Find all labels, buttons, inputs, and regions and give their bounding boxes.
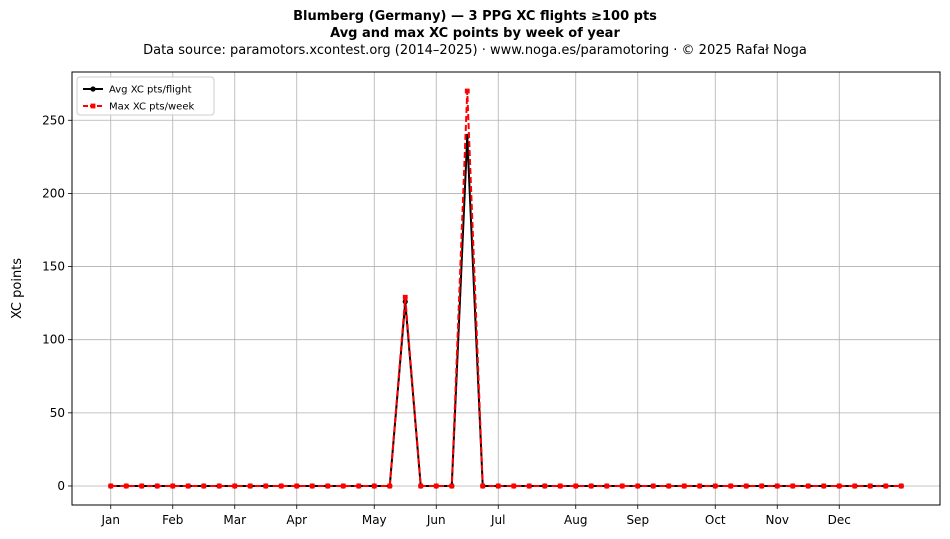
data-point xyxy=(697,483,703,489)
data-point xyxy=(712,483,718,489)
data-point xyxy=(371,483,377,489)
data-point xyxy=(464,88,470,94)
data-point xyxy=(449,483,455,489)
data-point xyxy=(495,483,501,489)
data-point xyxy=(867,483,873,489)
legend: Avg XC pts/flight Max XC pts/week xyxy=(76,76,215,116)
x-tick-label-mar: Mar xyxy=(223,513,246,527)
data-point xyxy=(542,483,548,489)
data-point xyxy=(418,483,424,489)
data-point xyxy=(774,483,780,489)
series-line xyxy=(110,90,902,487)
x-tick-label-jun: Jun xyxy=(426,513,446,527)
series-max xyxy=(108,88,904,489)
series-avg xyxy=(108,133,904,489)
grid-lines xyxy=(72,72,940,505)
data-point xyxy=(325,483,331,489)
data-point xyxy=(805,483,811,489)
y-axis-label: XC points xyxy=(10,258,25,319)
data-point xyxy=(821,483,827,489)
x-tick-label-jan: Jan xyxy=(101,513,121,527)
y-tick-label: 50 xyxy=(50,406,65,420)
data-point xyxy=(154,483,160,489)
legend-box xyxy=(76,76,215,116)
data-point xyxy=(898,483,904,489)
chart-title-block: Blumberg (Germany) — 3 PPG XC flights ≥1… xyxy=(0,8,950,59)
series-line xyxy=(110,135,902,487)
data-point xyxy=(526,483,532,489)
data-point xyxy=(247,483,253,489)
data-point xyxy=(728,483,734,489)
data-point xyxy=(650,483,656,489)
data-point xyxy=(201,483,207,489)
x-tick-label-dec: Dec xyxy=(828,513,851,527)
data-point xyxy=(309,483,315,489)
x-tick-label-jul: Jul xyxy=(490,513,505,527)
data-point xyxy=(573,483,579,489)
y-tick-label: 100 xyxy=(42,333,65,347)
data-point xyxy=(263,483,269,489)
x-axis: Jan Feb Mar Apr May Jun Jul Aug Sep Oct Nov Dec xyxy=(101,505,851,527)
y-tick-label: 250 xyxy=(42,113,65,127)
legend-label: Avg XC pts/flight xyxy=(109,85,192,96)
chart-subtitle: Avg and max XC points by week of year xyxy=(330,26,620,41)
y-tick-label: 0 xyxy=(57,479,65,493)
data-point xyxy=(635,483,641,489)
data-point xyxy=(123,483,129,489)
data-point xyxy=(278,483,284,489)
data-point xyxy=(480,483,486,489)
x-tick-label-oct: Oct xyxy=(705,513,726,527)
data-point xyxy=(836,483,842,489)
data-point xyxy=(294,483,300,489)
data-point xyxy=(666,483,672,489)
data-point xyxy=(433,483,439,489)
legend-item-max: Max XC pts/week xyxy=(83,102,194,113)
plot-frame xyxy=(71,71,941,506)
data-point xyxy=(681,483,687,489)
data-point xyxy=(340,483,346,489)
chart-title: Blumberg (Germany) — 3 PPG XC flights ≥1… xyxy=(293,9,657,24)
legend-label: Max XC pts/week xyxy=(109,102,194,113)
data-point xyxy=(216,483,222,489)
legend-swatch-marker xyxy=(90,86,96,92)
y-tick-label: 200 xyxy=(42,186,65,200)
data-point xyxy=(759,483,765,489)
chart-source-line: Data source: paramotors.xcontest.org (20… xyxy=(143,43,807,58)
series-layer xyxy=(108,88,904,489)
y-tick-label: 150 xyxy=(42,260,65,274)
data-point xyxy=(511,483,517,489)
data-point xyxy=(170,483,176,489)
x-tick-label-nov: Nov xyxy=(766,513,789,527)
data-point xyxy=(790,483,796,489)
data-point xyxy=(883,483,889,489)
data-point xyxy=(604,483,610,489)
data-point xyxy=(852,483,858,489)
x-tick-label-aug: Aug xyxy=(564,513,587,527)
x-tick-label-may: May xyxy=(362,513,387,527)
legend-item-avg: Avg XC pts/flight xyxy=(83,85,192,96)
data-point xyxy=(588,483,594,489)
data-point xyxy=(402,294,408,300)
data-point xyxy=(619,483,625,489)
legend-swatch-marker xyxy=(90,103,96,109)
data-point xyxy=(356,483,362,489)
data-point xyxy=(108,483,114,489)
data-point xyxy=(387,483,393,489)
data-point xyxy=(139,483,145,489)
data-point xyxy=(232,483,238,489)
y-axis: 0 50 100 150 200 250 xyxy=(42,113,72,493)
data-point xyxy=(557,483,563,489)
data-point xyxy=(185,483,191,489)
x-tick-label-apr: Apr xyxy=(286,513,307,527)
data-point xyxy=(743,483,749,489)
x-tick-label-sep: Sep xyxy=(626,513,649,527)
x-tick-label-feb: Feb xyxy=(162,513,183,527)
